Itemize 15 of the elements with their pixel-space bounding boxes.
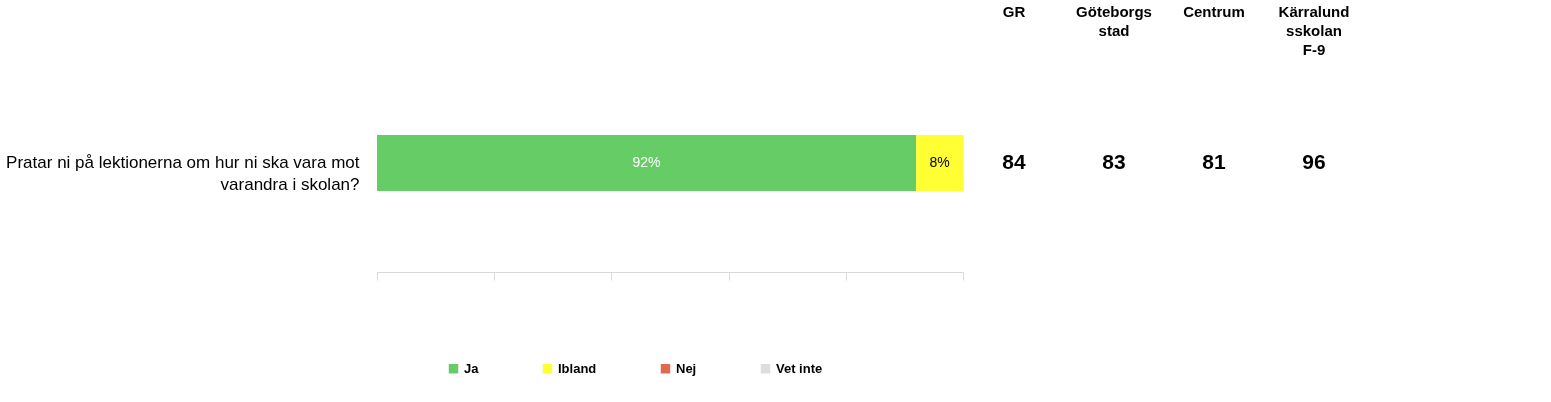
category-label: GR xyxy=(1002,3,1026,20)
data-label: 92% xyxy=(632,154,661,170)
data-label: 81 xyxy=(1202,150,1226,173)
category-label: Göteborgs stad xyxy=(1076,3,1152,39)
legend-label: Ja xyxy=(464,360,480,376)
data-label: 96 xyxy=(1302,150,1326,173)
category-label: Kärralundsskolan F-9 xyxy=(1278,3,1350,58)
y-tick-label: Pratar ni på lektionerna om hur ni ska vara mot varandra i skolan? xyxy=(6,153,360,194)
data-label: 83 xyxy=(1102,150,1126,173)
data-label: 84 xyxy=(1002,150,1026,173)
category-label: Centrum xyxy=(1183,3,1245,20)
legend-label: Ibland xyxy=(558,360,597,376)
legend-label: Nej xyxy=(676,360,697,376)
data-label: 8% xyxy=(929,154,950,170)
legend-label: Vet inte xyxy=(776,360,823,376)
